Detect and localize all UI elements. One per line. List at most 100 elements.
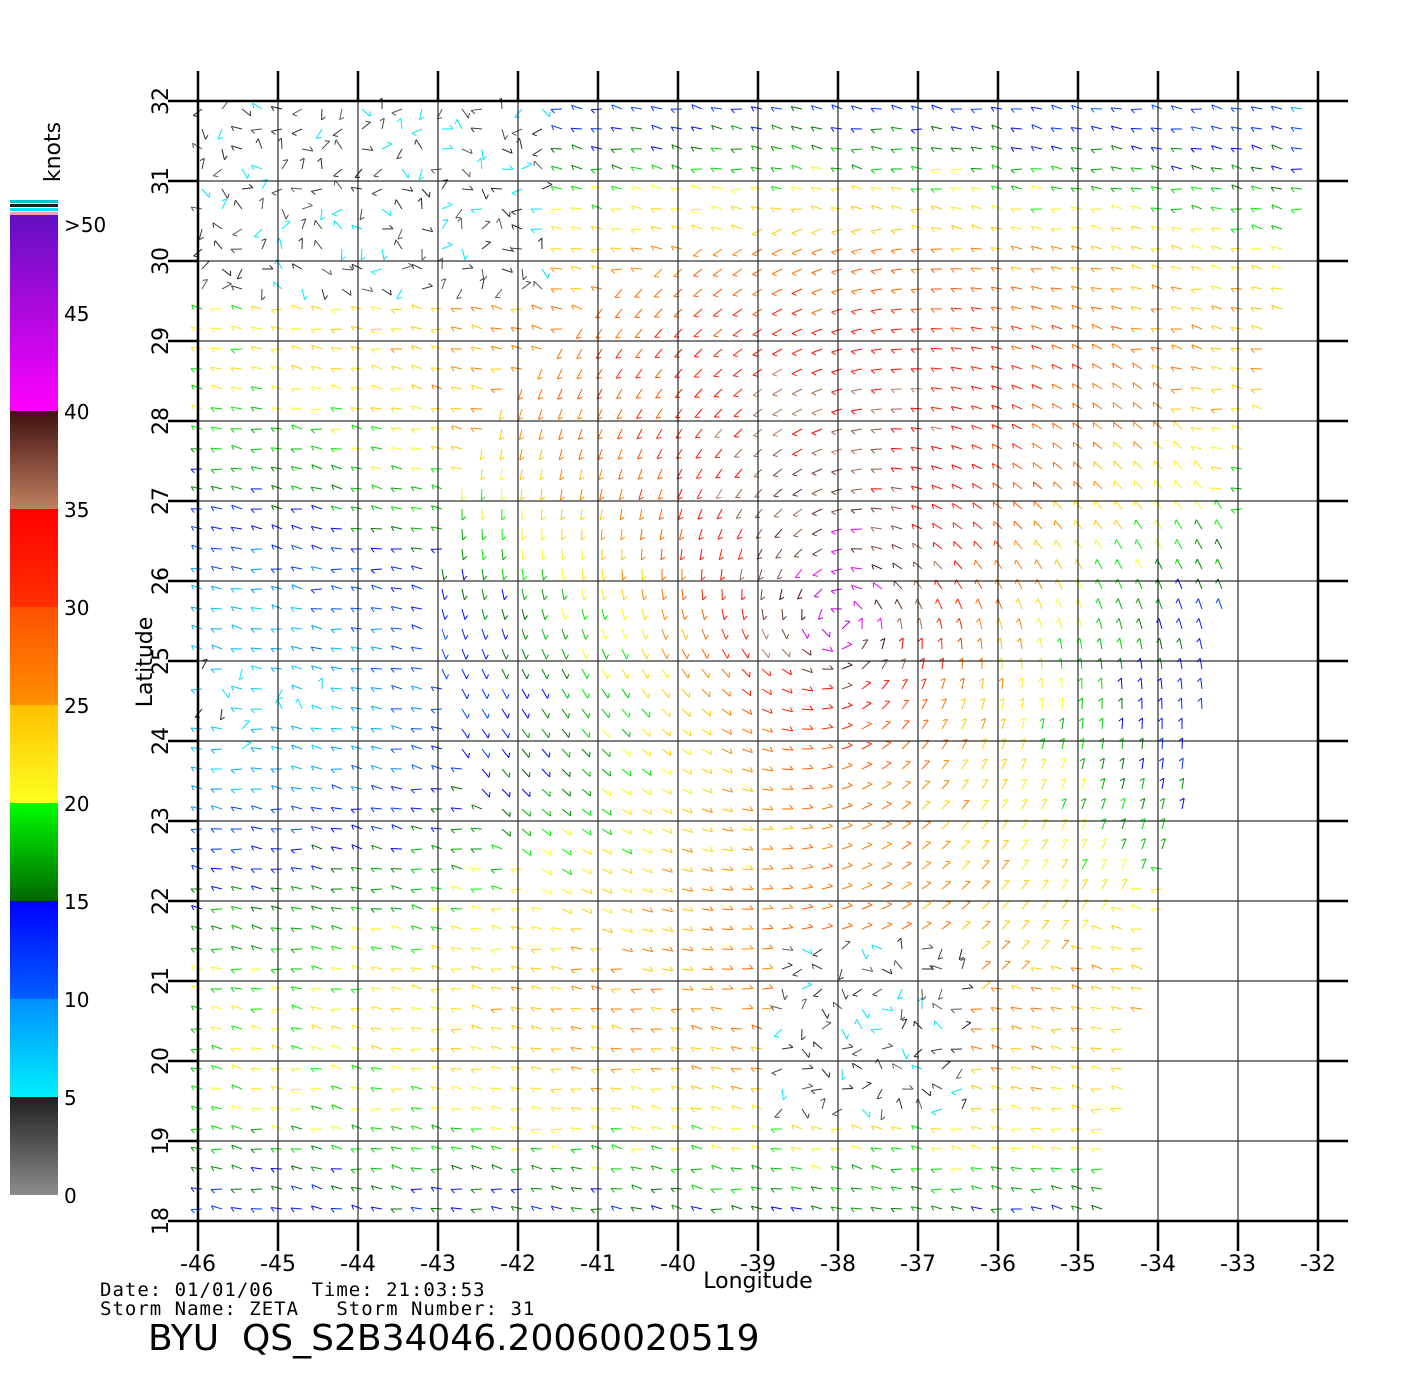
wind-barb	[941, 678, 946, 690]
wind-barb	[270, 1067, 283, 1070]
wind-barb	[1081, 798, 1087, 810]
wind-barb-flag	[650, 1048, 655, 1053]
wind-barb	[881, 721, 891, 730]
wind-barb	[1013, 501, 1023, 510]
wind-barb	[792, 968, 803, 976]
wind-barb	[971, 1144, 983, 1150]
wind-barb	[501, 628, 506, 640]
wind-barb-flag	[1231, 445, 1234, 451]
wind-barb	[371, 646, 383, 650]
wind-barb	[311, 1105, 323, 1110]
wind-barb	[596, 368, 603, 379]
wind-barb	[711, 1026, 723, 1030]
wind-barb-flag	[890, 329, 896, 334]
wind-barb	[501, 568, 505, 580]
wind-barb	[1031, 305, 1043, 310]
wind-barb	[761, 628, 767, 640]
wind-barb	[761, 1007, 773, 1010]
wind-barb	[841, 885, 853, 890]
wind-barb-flag	[1060, 757, 1066, 762]
wind-barb-flag	[641, 556, 646, 561]
wind-barb	[231, 504, 243, 510]
wind-barb	[1081, 718, 1084, 730]
wind-barb	[351, 1204, 363, 1210]
wind-barb-flag	[659, 536, 665, 541]
wind-barb-flag	[749, 885, 754, 890]
wind-barb	[1091, 964, 1103, 970]
wind-barb-flag	[709, 965, 714, 971]
wind-barb	[431, 384, 443, 390]
wind-barb-flag	[230, 566, 235, 572]
wind-barb-flag	[491, 885, 495, 891]
wind-barb-flag	[1071, 383, 1074, 389]
wind-barb	[1030, 1007, 1043, 1010]
wind-barb	[371, 946, 383, 950]
wind-barb-flag	[390, 309, 395, 314]
wind-barb-flag	[1210, 487, 1215, 493]
wind-barb	[961, 678, 965, 690]
wind-barb	[654, 308, 663, 318]
wind-barb-flag	[298, 237, 303, 242]
wind-barb-flag	[230, 526, 235, 532]
wind-barb	[801, 648, 812, 656]
wind-barb-flag	[691, 1065, 695, 1071]
wind-barb-flag	[464, 615, 469, 620]
wind-barb-flag	[525, 634, 529, 640]
wind-barb-flag	[566, 673, 570, 679]
wind-barb	[521, 588, 525, 600]
wind-barb-flag	[925, 840, 931, 843]
wind-barb-flag	[230, 1207, 235, 1212]
wind-barb	[657, 488, 663, 500]
wind-barb	[1200, 678, 1203, 690]
wind-barb	[1071, 363, 1083, 370]
wind-barb-flag	[1071, 344, 1074, 350]
wind-barb	[231, 526, 243, 530]
wind-barb-flag	[1210, 427, 1215, 433]
wind-barb-flag	[390, 606, 395, 612]
wind-barb	[811, 1125, 823, 1130]
wind-barb	[410, 788, 423, 791]
wind-barb-flag	[330, 569, 335, 574]
wind-barb-flag	[228, 692, 231, 698]
wind-barb	[301, 218, 307, 230]
wind-barb	[290, 848, 303, 851]
wind-barb	[597, 428, 603, 440]
wind-barb	[331, 1025, 343, 1030]
wind-barb-flag	[1090, 267, 1095, 273]
wind-barb	[391, 365, 403, 370]
wind-barb-flag	[330, 868, 335, 873]
wind-barb-flag	[1230, 347, 1235, 353]
wind-barb-flag	[411, 984, 414, 990]
wind-barb-flag	[371, 364, 374, 370]
wind-barb-flag	[578, 456, 584, 460]
wind-barb-flag	[270, 586, 275, 591]
wind-barb-flag	[906, 1054, 910, 1060]
wind-barb-flag	[630, 229, 635, 234]
wind-barb	[451, 445, 463, 450]
wind-barb-flag	[689, 847, 693, 853]
wind-barb-flag	[930, 1189, 936, 1194]
wind-barb	[953, 541, 963, 550]
wind-barb	[674, 388, 683, 398]
wind-barb-flag	[330, 368, 335, 373]
wind-barb-flag	[330, 666, 335, 672]
wind-barb-flag	[850, 350, 856, 355]
wind-barb	[297, 698, 303, 710]
wind-barb	[541, 708, 549, 719]
wind-barb-flag	[410, 807, 415, 813]
wind-barb	[411, 467, 423, 470]
wind-barb-flag	[591, 985, 595, 991]
wind-barb	[978, 618, 983, 630]
wind-barb	[636, 428, 643, 440]
wind-barb-flag	[410, 646, 415, 652]
wind-barb-flag	[1114, 539, 1117, 545]
wind-barb	[695, 468, 703, 479]
wind-barb-flag	[1115, 618, 1120, 623]
wind-barb-flag	[397, 237, 403, 240]
wind-barb-flag	[311, 865, 315, 871]
wind-barb-flag	[1056, 637, 1061, 643]
wind-barb-flag	[1151, 264, 1154, 270]
wind-barb-flag	[331, 1104, 334, 1110]
wind-barb-flag	[466, 693, 470, 699]
wind-barb	[741, 828, 753, 831]
